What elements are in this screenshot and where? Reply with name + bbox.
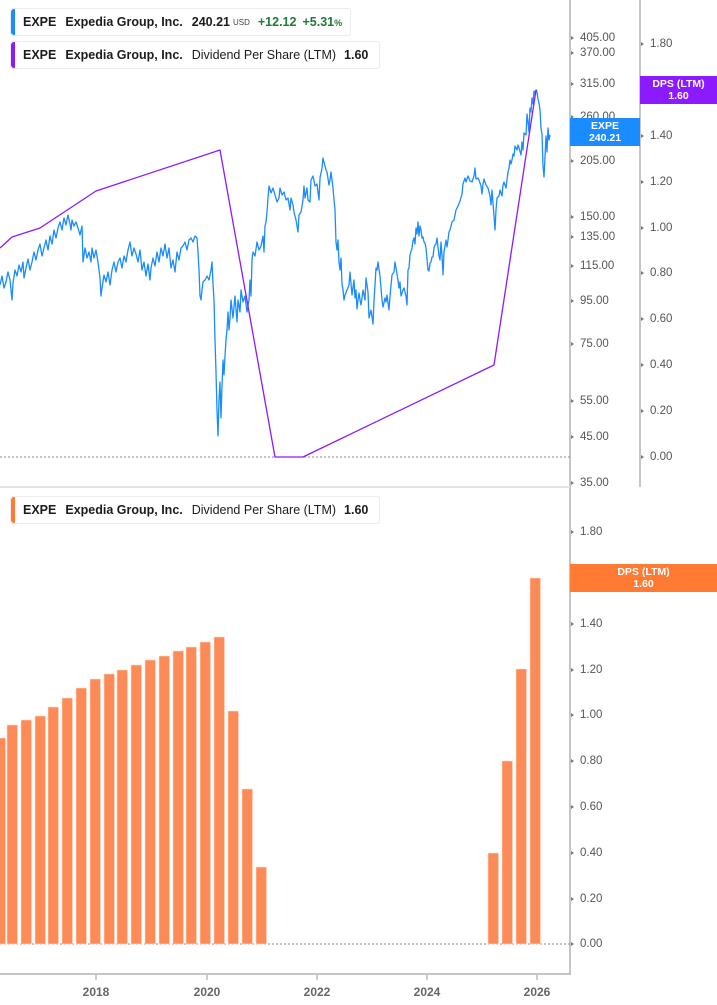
dps-badge-bottom-value: 1.60 [633,578,654,590]
dps-tick-label: 1.00 [650,222,673,234]
legend-dps-bottom-metric: Dividend Per Share (LTM) [191,503,337,517]
pct-sign: % [334,18,343,28]
dps-tick-label: 0.40 [580,847,603,859]
legend-price-value: 240.21 [191,15,230,29]
dps-badge-top-value: 1.60 [668,90,689,102]
legend-dps-top-value: 1.60 [344,48,369,62]
dps-badge-top-label: DPS (LTM) [652,78,705,90]
price-badge: EXPE 240.21 [570,118,640,146]
price-tick-label: 55.00 [580,395,609,407]
dps-tick-label: 1.40 [650,130,673,142]
price-tick-label: 205.00 [580,155,616,167]
change-pct-value: +5.31 [302,15,335,29]
legend-price-ticker: EXPE [23,15,57,29]
dps-tick-label: 1.20 [650,176,673,188]
price-tick-label: 405.00 [580,32,616,44]
price-tick-label: 135.00 [580,231,616,243]
price-badge-ticker: EXPE [590,120,619,132]
x-tick-label: 2020 [193,985,221,999]
dps-tick-label: 0.20 [580,893,603,905]
dps-tick-label: 0.80 [580,755,603,767]
price-tick-label: 150.00 [580,211,616,223]
legend-dps-top[interactable]: EXPE Expedia Group, Inc. Dividend Per Sh… [10,41,381,69]
dps-badge-bottom-label: DPS (LTM) [617,566,670,578]
dps-tick-label: 0.40 [650,359,673,371]
dps-axis-ticks-top [641,42,644,459]
price-tick-label: 35.00 [580,477,609,489]
dps-tick-label: 0.20 [650,405,673,417]
legend-price-company: Expedia Group, Inc. [65,15,183,29]
x-axis-tick-marks [95,975,538,980]
legend-price-change-pct: +5.31% [302,15,342,29]
x-tick-label: 2024 [413,985,441,999]
legend-price-change: +12.12 [257,15,297,29]
dps-badge-bottom: DPS (LTM) 1.60 [570,564,717,592]
legend-price[interactable]: EXPE Expedia Group, Inc. 240.21 USD +12.… [10,8,352,36]
legend-dps-bottom-value: 1.60 [344,503,369,517]
price-tick-label: 115.00 [580,260,615,272]
dps-tick-label: 0.80 [650,267,673,279]
legend-dps-top-color-marker [11,42,15,68]
legend-dps-top-ticker: EXPE [23,48,57,62]
dps-tick-label: 1.40 [580,618,603,630]
x-tick-label: 2022 [303,985,331,999]
dps-line[interactable] [0,89,538,458]
price-tick-label: 75.00 [580,338,609,350]
dps-badge-top: DPS (LTM) 1.60 [640,76,717,104]
legend-price-color-marker [11,9,15,35]
dps-tick-label: 1.80 [650,38,673,50]
x-tick-label: 2018 [82,985,110,999]
x-tick-label: 2026 [523,985,551,999]
legend-dps-bottom-ticker: EXPE [23,503,57,517]
legend-dps-bottom[interactable]: EXPE Expedia Group, Inc. Dividend Per Sh… [10,496,381,524]
dps-tick-label: 0.00 [580,938,603,950]
dps-tick-label: 0.60 [580,801,603,813]
dps-axis-ticks-bottom [571,530,574,946]
price-tick-label: 370.00 [580,47,616,59]
price-tick-label: 95.00 [580,295,609,307]
price-badge-value: 240.21 [588,132,622,144]
price-axis-ticks [571,36,574,485]
dps-tick-label: 0.00 [650,451,673,463]
price-tick-label: 45.00 [580,431,609,443]
dps-tick-label: 1.80 [580,526,603,538]
price-tick-label: 315.00 [580,78,616,90]
dps-bars[interactable] [0,577,541,945]
price-line[interactable] [0,90,551,437]
legend-dps-top-company: Expedia Group, Inc. [65,48,183,62]
legend-price-currency: USD [232,17,250,27]
legend-dps-bottom-company: Expedia Group, Inc. [65,503,183,517]
dps-tick-label: 1.20 [580,664,603,676]
dps-tick-label: 1.00 [580,709,603,721]
legend-dps-top-metric: Dividend Per Share (LTM) [191,48,337,62]
legend-dps-bottom-color-marker [11,497,15,523]
dps-tick-label: 0.60 [650,313,673,325]
